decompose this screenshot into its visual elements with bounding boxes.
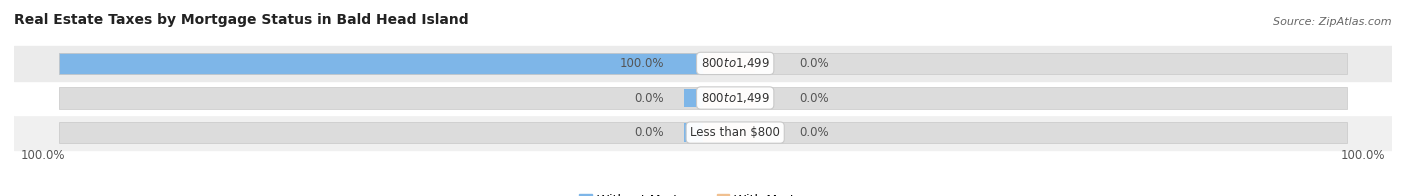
Text: 0.0%: 0.0% (800, 57, 830, 70)
Text: 100.0%: 100.0% (1341, 149, 1385, 162)
Text: 0.0%: 0.0% (800, 126, 830, 139)
Bar (703, 89, 755, 107)
Bar (703, 54, 755, 73)
Bar (703, 87, 1347, 109)
Bar (14, 81, 1392, 115)
Text: 0.0%: 0.0% (634, 126, 665, 139)
Text: $800 to $1,499: $800 to $1,499 (700, 91, 769, 105)
Bar (59, 53, 703, 74)
Bar (703, 122, 1347, 143)
Bar (59, 87, 703, 109)
Bar (14, 115, 1392, 150)
Bar (683, 54, 703, 73)
Text: 100.0%: 100.0% (21, 149, 65, 162)
Text: Source: ZipAtlas.com: Source: ZipAtlas.com (1274, 17, 1392, 27)
Bar (683, 89, 703, 107)
Bar (59, 122, 703, 143)
Text: Real Estate Taxes by Mortgage Status in Bald Head Island: Real Estate Taxes by Mortgage Status in … (14, 14, 468, 27)
Bar (703, 123, 755, 142)
Bar (683, 123, 703, 142)
Text: Less than $800: Less than $800 (690, 126, 780, 139)
Text: 0.0%: 0.0% (634, 92, 665, 104)
Text: 100.0%: 100.0% (620, 57, 665, 70)
Text: 0.0%: 0.0% (800, 92, 830, 104)
Bar (59, 53, 703, 74)
Text: $800 to $1,499: $800 to $1,499 (700, 56, 769, 70)
Legend: Without Mortgage, With Mortgage: Without Mortgage, With Mortgage (574, 189, 832, 196)
Bar (14, 46, 1392, 81)
Bar (703, 53, 1347, 74)
